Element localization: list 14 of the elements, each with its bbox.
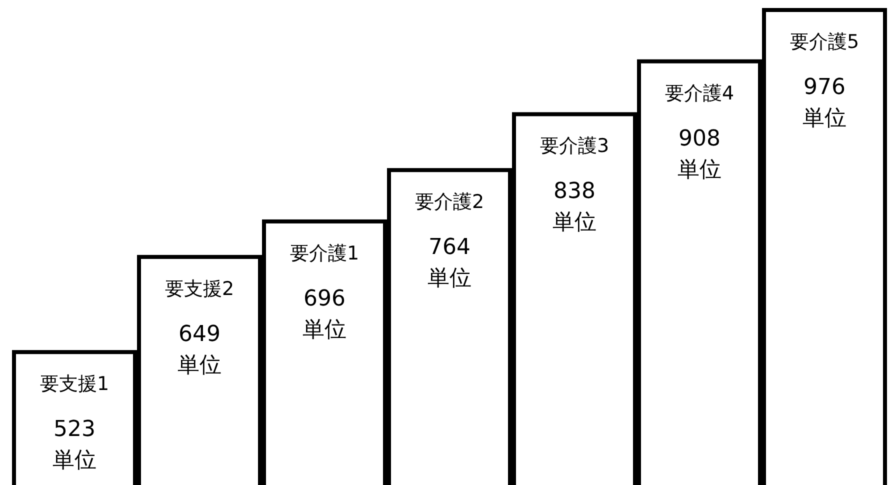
x-tick-label: 要支援2 <box>164 278 234 300</box>
data-label: 976 単位 <box>802 75 846 131</box>
data-label: 908 単位 <box>678 126 722 182</box>
data-label: 838 単位 <box>552 179 596 236</box>
x-tick-label: 要介護4 <box>664 82 734 104</box>
data-label: 696 単位 <box>302 286 346 342</box>
x-tick-label: 要介護2 <box>414 191 484 214</box>
data-label: 523 単位 <box>52 417 96 474</box>
x-tick-label: 要介護1 <box>290 242 360 264</box>
data-label: 649 単位 <box>178 322 222 378</box>
x-tick-label: 要介護3 <box>540 135 610 158</box>
x-tick-label: 要介護5 <box>790 31 860 53</box>
data-label: 764 単位 <box>428 235 472 292</box>
x-tick-label: 要支援1 <box>40 373 110 396</box>
